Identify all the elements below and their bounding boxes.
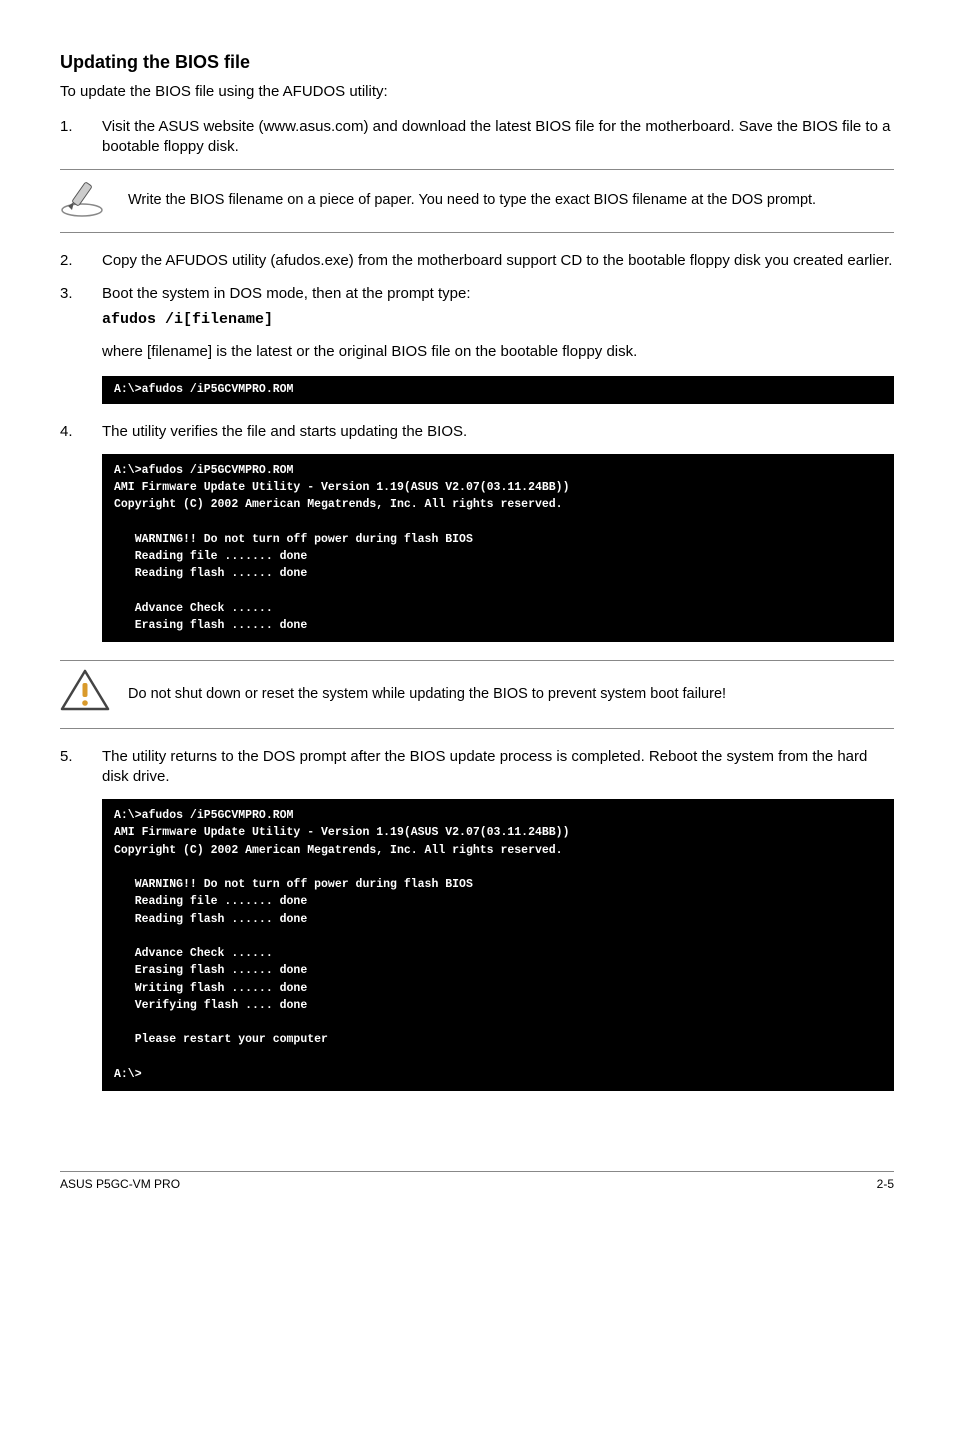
terminal-output-2: A:\>afudos /iP5GCVMPRO.ROM AMI Firmware … [102, 454, 894, 643]
footer-page-number: 2-5 [877, 1176, 894, 1192]
step-5: 5. The utility returns to the DOS prompt… [60, 747, 894, 788]
page-footer: ASUS P5GC-VM PRO 2-5 [60, 1171, 894, 1192]
step-number: 3. [60, 284, 102, 331]
note-warning: Do not shut down or reset the system whi… [60, 660, 894, 728]
footer-left: ASUS P5GC-VM PRO [60, 1176, 180, 1192]
step-4: 4. The utility verifies the file and sta… [60, 422, 894, 442]
terminal-output-3: A:\>afudos /iP5GCVMPRO.ROM AMI Firmware … [102, 799, 894, 1091]
step-text: Boot the system in DOS mode, then at the… [102, 284, 894, 304]
step-text: Visit the ASUS website (www.asus.com) an… [102, 117, 894, 158]
step-number: 5. [60, 747, 102, 788]
step-2: 2. Copy the AFUDOS utility (afudos.exe) … [60, 251, 894, 271]
warning-icon [60, 669, 110, 719]
step-number: 1. [60, 117, 102, 158]
step-text: The utility verifies the file and starts… [102, 422, 894, 442]
step-1: 1. Visit the ASUS website (www.asus.com)… [60, 117, 894, 158]
step-3: 3. Boot the system in DOS mode, then at … [60, 284, 894, 331]
step-number: 4. [60, 422, 102, 442]
command-explanation: where [filename] is the latest or the or… [102, 342, 894, 362]
intro-text: To update the BIOS file using the AFUDOS… [60, 82, 894, 102]
note-text: Write the BIOS filename on a piece of pa… [128, 191, 894, 211]
note-text: Do not shut down or reset the system whi… [128, 685, 894, 705]
step-number: 2. [60, 251, 102, 271]
section-heading: Updating the BIOS file [60, 50, 894, 74]
pencil-icon [60, 178, 110, 224]
command-text: afudos /i[filename] [102, 310, 894, 330]
terminal-output-1: A:\>afudos /iP5GCVMPRO.ROM [102, 376, 894, 403]
step-text: The utility returns to the DOS prompt af… [102, 747, 894, 788]
note-write-filename: Write the BIOS filename on a piece of pa… [60, 169, 894, 233]
step-text: Copy the AFUDOS utility (afudos.exe) fro… [102, 251, 894, 271]
